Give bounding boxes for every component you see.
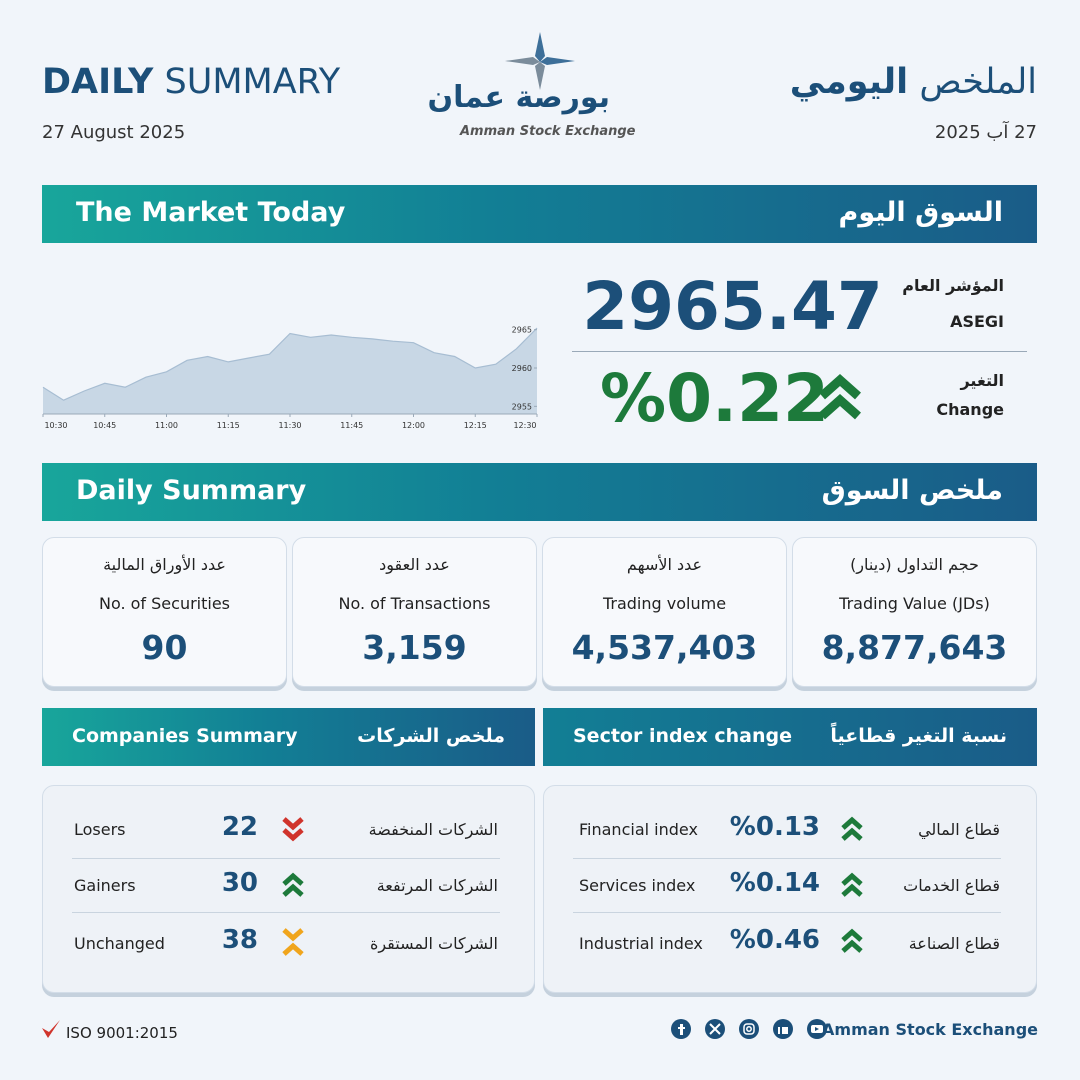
up-icon [841, 872, 863, 897]
date-ar: 27 آب 2025 [934, 122, 1037, 143]
sectors-panel [543, 785, 1037, 993]
banner-title-ar: ملخص الشركات [357, 725, 505, 747]
up-icon [841, 928, 863, 953]
x-tick-label: 12:00 [402, 421, 425, 430]
summary-card: عدد الأوراق المالية No. of Securities 90 [42, 537, 287, 687]
index-label-ar: المؤشر العام [902, 276, 1004, 295]
title-bold: DAILY [42, 62, 154, 102]
sector-label-ar: قطاع المالي [918, 820, 1000, 839]
card-label-ar: عدد العقود [379, 555, 450, 574]
x-tick-label: 11:15 [217, 421, 240, 430]
sector-value: %0.46 [729, 925, 820, 955]
x-tick-label: 11:45 [340, 421, 363, 430]
change-label-en: Change [936, 400, 1004, 419]
sector-label-ar: قطاع الصناعة [908, 934, 1000, 953]
card-label-en: No. of Securities [98, 594, 230, 613]
banner-title-ar: ملخص السوق [821, 475, 1003, 506]
x-tick-label: 11:00 [155, 421, 178, 430]
card-value: 8,877,643 [821, 628, 1008, 667]
company-label-en: Losers [74, 820, 126, 839]
card-label-ar: عدد الأسهم [626, 555, 703, 574]
title: DAILY SUMMARY [42, 62, 340, 102]
card-label-ar: حجم التداول (دينار) [850, 555, 979, 574]
banner-title-en: Companies Summary [72, 725, 298, 747]
summary-card: عدد العقود No. of Transactions 3,159 [292, 537, 537, 687]
card-value: 4,537,403 [571, 628, 758, 667]
iso: ISO 9001:2015 [66, 1024, 178, 1042]
index-label-en: ASEGI [950, 312, 1004, 331]
down-icon [282, 817, 304, 842]
sector-value: %0.14 [729, 868, 820, 898]
company-label-en: Unchanged [74, 934, 165, 953]
separator [573, 912, 1001, 913]
banner-title-en: The Market Today [76, 197, 346, 228]
card-value: 90 [141, 628, 188, 667]
chart: 2955 2960 2965 10:30 10:45 11:00 11:15 11:30 11:… [42, 326, 538, 430]
iso-check [42, 1020, 60, 1038]
date: 27 August 2025 [42, 122, 186, 143]
title-ar-bold: اليومي [789, 62, 909, 102]
company-label-ar: الشركات المرتفعة [376, 876, 498, 895]
card-label-ar: عدد الأوراق المالية [103, 555, 226, 574]
logo-star [505, 32, 575, 90]
change-label-ar: التغير [960, 371, 1004, 390]
area [43, 328, 537, 414]
card-label-en: Trading Value (JDs) [839, 594, 990, 613]
separator [573, 858, 1001, 859]
org: Amman Stock Exchange [822, 1020, 1038, 1039]
card-label-en: Trading volume [602, 594, 727, 613]
change-value: %0.22 [600, 360, 829, 437]
x-tick-label: 10:45 [93, 421, 116, 430]
y-tick-label: 2960 [512, 364, 532, 373]
card-label-en: No. of Transactions [338, 594, 491, 613]
banner-title-ar: السوق اليوم [838, 197, 1003, 228]
banner-title-en: Sector index change [573, 725, 792, 747]
banner: Sector index change نسبة التغير قطاعياً [543, 708, 1037, 766]
company-label-ar: الشركات المنخفضة [368, 820, 498, 839]
separator [72, 858, 500, 859]
up-icon [282, 872, 304, 897]
company-value: 38 [221, 925, 258, 955]
banner: The Market Today السوق اليوم [42, 185, 1037, 243]
banner: Companies Summary ملخص الشركات [42, 708, 535, 766]
banner-title-ar: نسبة التغير قطاعياً [830, 725, 1007, 747]
company-label-en: Gainers [74, 876, 136, 895]
summary-card: حجم التداول (دينار) Trading Value (JDs) 8,… [792, 537, 1037, 687]
title-ar-regular: الملخص [919, 62, 1037, 102]
company-value: 22 [221, 812, 258, 842]
y-tick-label: 2955 [512, 402, 532, 411]
x-tick-label: 12:15 [464, 421, 487, 430]
sector-label-en: Financial index [579, 820, 698, 839]
logo-ar: بورصة عمان [427, 80, 610, 115]
sector-label-en: Services index [579, 876, 696, 895]
sector-label-en: Industrial index [579, 934, 703, 953]
company-label-ar: الشركات المستقرة [369, 934, 498, 953]
line [42, 327, 538, 401]
divider [572, 351, 1027, 352]
up-icon [841, 816, 863, 841]
up-icon [819, 373, 861, 420]
title-ar: الملخص اليومي [790, 62, 1037, 102]
separator [72, 912, 500, 913]
y-tick-label: 2965 [512, 326, 532, 335]
sector-label-ar: قطاع الخدمات [903, 876, 1000, 895]
social-icons [671, 1019, 827, 1039]
summary-card: عدد الأسهم Trading volume 4,537,403 [542, 537, 787, 687]
index-value: 2965.47 [582, 268, 883, 345]
flat-icon [282, 928, 304, 956]
card-value: 3,159 [362, 628, 467, 667]
title-rest: SUMMARY [164, 62, 341, 102]
banner: Daily Summary ملخص السوق [42, 463, 1037, 521]
sector-value: %0.13 [729, 812, 820, 842]
x-tick-label: 10:30 [44, 421, 67, 430]
x-tick-label: 11:30 [278, 421, 301, 430]
x-tick-label: 12:30 [513, 421, 536, 430]
company-value: 30 [221, 868, 258, 898]
logo-en: Amman Stock Exchange [460, 124, 636, 139]
banner-title-en: Daily Summary [76, 475, 307, 506]
